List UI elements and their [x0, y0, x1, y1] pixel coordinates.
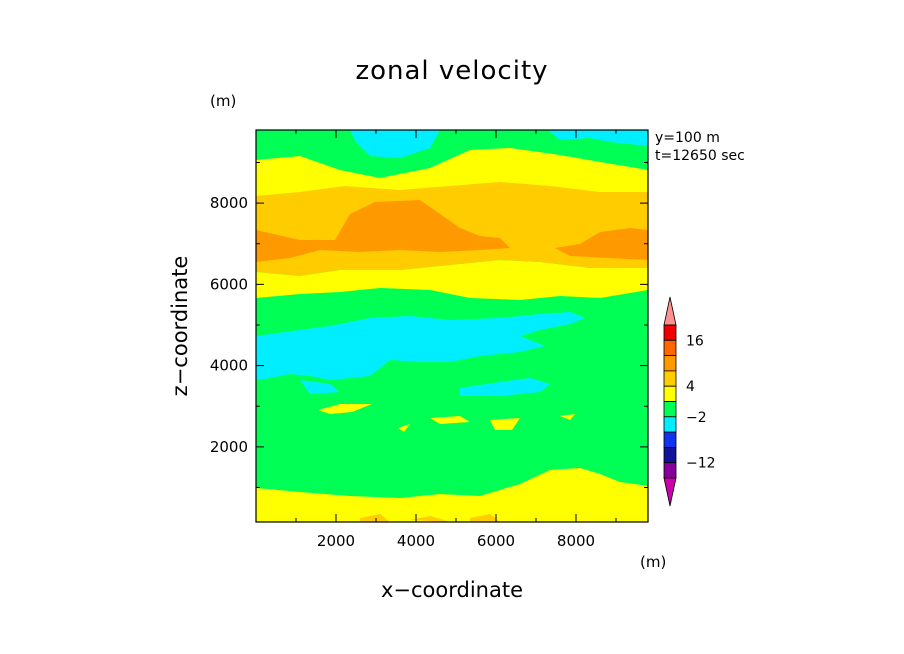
contour-lightorange-bottom	[360, 514, 500, 522]
colorbar-segment	[663, 339, 677, 356]
y-unit-label: (m)	[210, 92, 237, 110]
colorbar-segment	[663, 370, 677, 387]
contour-field	[256, 130, 648, 522]
annotation-y: y=100 m	[655, 130, 720, 146]
contour-orange	[256, 200, 648, 262]
y-tick-label: 6000	[210, 275, 248, 293]
colorbar-segment	[663, 431, 677, 448]
x-tick-label: 6000	[477, 532, 515, 550]
contour-cyan-patch	[300, 378, 550, 396]
x-tick-label: 8000	[557, 532, 595, 550]
contour-cyan-top	[256, 130, 648, 158]
axis-tick-labels: 2000 4000 6000 8000 2000 4000 6000 8000	[210, 194, 595, 550]
colorbar-segment	[663, 385, 677, 402]
x-axis-label: x−coordinate	[380, 578, 524, 602]
contour-cyan-mid	[256, 312, 585, 380]
colorbar-segment	[663, 462, 677, 479]
axis-ticks	[256, 130, 648, 522]
colorbar-segment	[663, 355, 677, 372]
x-tick-label: 4000	[397, 532, 435, 550]
plot-frame	[255, 129, 649, 523]
colorbar: 16 4 −2 −12	[663, 296, 716, 507]
colorbar-tick-label: −12	[686, 456, 716, 472]
y-tick-label: 2000	[210, 438, 248, 456]
contour-yellow-bottom	[256, 468, 648, 522]
colorbar-bottom-triangle	[663, 477, 677, 507]
colorbar-segment	[663, 401, 677, 418]
colorbar-tick-label: −2	[686, 410, 707, 426]
colorbar-segment	[663, 446, 677, 464]
x-tick-label: 2000	[317, 532, 355, 550]
y-tick-label: 8000	[210, 194, 248, 212]
chart-title: zonal velocity	[355, 56, 549, 86]
colorbar-top-triangle	[663, 296, 677, 326]
colorbar-tick-label: 16	[686, 333, 704, 349]
contour-yellow-patch	[318, 404, 575, 432]
colorbar-unit-label: (m)	[640, 553, 667, 571]
colorbar-segment	[663, 324, 677, 341]
colorbar-segment	[663, 416, 677, 433]
y-tick-label: 4000	[210, 357, 248, 375]
contour-yellow-mid	[256, 260, 648, 300]
colorbar-tick-label: 4	[686, 379, 695, 395]
annotation-time: t=12650 sec	[655, 148, 745, 164]
